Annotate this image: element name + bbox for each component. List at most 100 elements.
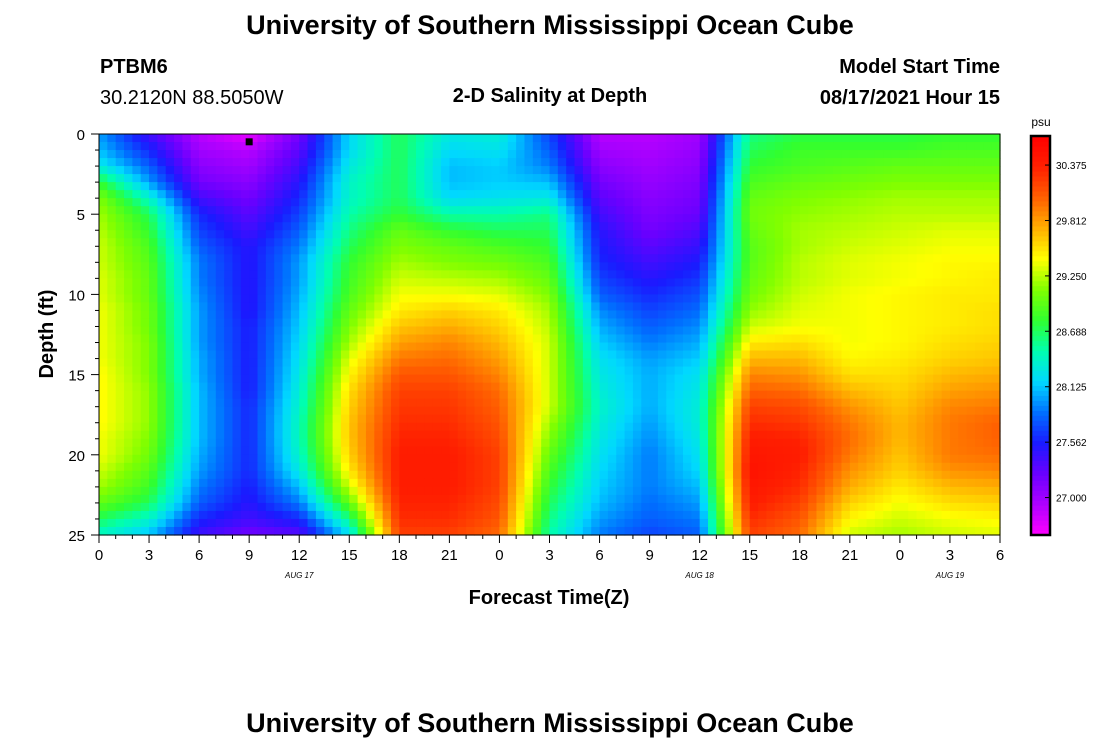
heatmap-cell <box>307 310 317 320</box>
heatmap-cell <box>841 198 851 207</box>
heatmap-cell <box>474 406 484 416</box>
heatmap-cell <box>157 302 167 312</box>
heatmap-cell <box>207 246 217 255</box>
heatmap-cell <box>649 286 659 295</box>
heatmap-cell <box>416 326 425 336</box>
heatmap-cell <box>808 182 818 191</box>
heatmap-cell <box>874 350 884 360</box>
heatmap-cell <box>933 414 943 424</box>
heatmap-cell <box>749 262 759 271</box>
heatmap-cell <box>449 486 459 496</box>
heatmap-cell <box>240 166 250 175</box>
heatmap-cell <box>449 294 459 304</box>
heatmap-cell <box>908 150 918 159</box>
heatmap-cell <box>482 326 492 336</box>
heatmap-cell <box>307 398 317 408</box>
heatmap-cell <box>174 134 184 143</box>
heatmap-cell <box>399 294 409 304</box>
heatmap-cell <box>466 238 476 247</box>
heatmap-cell <box>733 310 742 320</box>
heatmap-cell <box>340 494 350 504</box>
heatmap-cell <box>190 286 200 295</box>
heatmap-cell <box>199 414 209 424</box>
heatmap-cell <box>532 326 542 336</box>
heatmap-cell <box>357 310 367 320</box>
heatmap-cell <box>557 422 567 432</box>
heatmap-cell <box>841 278 851 287</box>
heatmap-cell <box>991 486 1001 496</box>
heatmap-cell <box>741 182 751 191</box>
heatmap-cell <box>165 366 175 376</box>
heatmap-cell <box>991 422 1001 432</box>
heatmap-cell <box>132 350 142 360</box>
heatmap-cell <box>691 374 701 384</box>
heatmap-cell <box>958 166 968 175</box>
heatmap-cell <box>741 342 751 352</box>
heatmap-cell <box>165 398 175 408</box>
heatmap-cell <box>808 390 818 400</box>
heatmap-cell <box>816 390 826 400</box>
heatmap-cell <box>257 302 267 312</box>
heatmap-cell <box>157 446 167 456</box>
heatmap-cell <box>182 454 192 464</box>
heatmap-cell <box>891 470 901 480</box>
heatmap-cell <box>733 182 742 191</box>
heatmap-cell <box>699 166 709 175</box>
heatmap-cell <box>199 494 209 504</box>
heatmap-cell <box>616 190 626 199</box>
heatmap-cell <box>441 454 450 464</box>
heatmap-cell <box>641 382 651 392</box>
heatmap-cell <box>874 374 884 384</box>
heatmap-cell <box>824 318 834 328</box>
heatmap-cell <box>549 470 559 480</box>
heatmap-cell <box>808 222 818 231</box>
heatmap-cell <box>574 406 584 416</box>
heatmap-cell <box>274 414 284 424</box>
heatmap-cell <box>891 166 901 175</box>
heatmap-cell <box>124 390 133 400</box>
heatmap-cell <box>257 366 267 376</box>
heatmap-cell <box>332 470 342 480</box>
heatmap-cell <box>866 166 876 175</box>
heatmap-cell <box>974 366 984 376</box>
heatmap-cell <box>657 462 667 472</box>
heatmap-cell <box>699 478 709 488</box>
heatmap-cell <box>290 406 300 416</box>
heatmap-cell <box>991 206 1001 215</box>
heatmap-cell <box>566 302 576 312</box>
heatmap-cell <box>941 310 951 320</box>
heatmap-cell <box>641 182 651 191</box>
heatmap-cell <box>958 382 968 392</box>
heatmap-cell <box>866 486 876 496</box>
heatmap-cell <box>349 182 359 191</box>
heatmap-cell <box>616 486 626 496</box>
heatmap-cell <box>624 446 634 456</box>
heatmap-cell <box>357 350 367 360</box>
heatmap-cell <box>874 334 884 344</box>
heatmap-cell <box>315 390 325 400</box>
heatmap-cell <box>199 334 209 344</box>
heatmap-cell <box>390 166 400 175</box>
heatmap-cell <box>657 174 667 183</box>
heatmap-cell <box>874 430 884 440</box>
heatmap-cell <box>816 294 826 304</box>
heatmap-cell <box>466 486 476 496</box>
heatmap-cell <box>808 246 818 255</box>
heatmap-cell <box>624 278 634 287</box>
heatmap-cell <box>99 190 108 199</box>
heatmap-cell <box>916 278 926 287</box>
heatmap-cell <box>140 198 150 207</box>
heatmap-cell <box>449 454 459 464</box>
heatmap-cell <box>616 446 626 456</box>
heatmap-cell <box>874 342 884 352</box>
heatmap-cell <box>149 326 158 336</box>
heatmap-cell <box>758 254 767 263</box>
heatmap-cell <box>524 326 534 336</box>
heatmap-cell <box>891 454 901 464</box>
heatmap-cell <box>741 406 751 416</box>
heatmap-cell <box>149 238 158 247</box>
heatmap-cell <box>265 382 275 392</box>
heatmap-cell <box>833 430 843 440</box>
heatmap-cell <box>858 286 868 295</box>
heatmap-cell <box>891 198 901 207</box>
